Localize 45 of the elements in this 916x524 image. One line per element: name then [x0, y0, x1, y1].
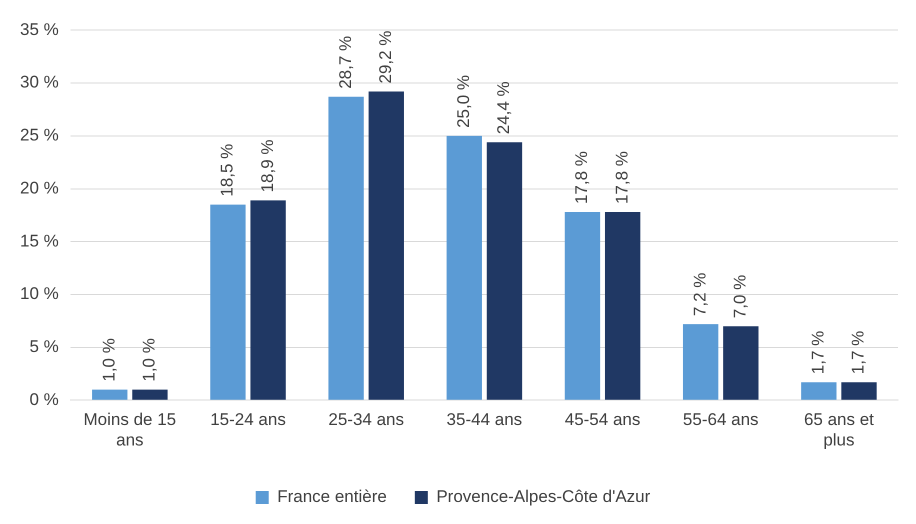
data-label: 18,5 %: [218, 144, 237, 197]
bar: [446, 136, 482, 400]
y-tick-label: 0 %: [29, 390, 59, 409]
bar: [210, 204, 246, 400]
bar: [564, 212, 600, 400]
data-label: 7,0 %: [730, 274, 750, 318]
y-tick-label: 15 %: [20, 231, 59, 250]
data-label: 28,7 %: [336, 36, 355, 89]
bar: [682, 324, 718, 400]
y-tick-label: 30 %: [20, 72, 59, 92]
x-tick-label: 25-34 ans: [328, 410, 404, 430]
y-tick-label: 5 %: [29, 337, 59, 356]
bar: [368, 92, 404, 400]
bar: [328, 96, 364, 400]
x-tick-label: 65 ans et plus: [804, 410, 874, 450]
x-tick-label: 15-24 ans: [210, 410, 286, 430]
x-tick-label: 55-64 ans: [682, 410, 759, 430]
data-label: 24,4 %: [494, 81, 514, 134]
bar: [132, 390, 168, 400]
data-label: 25,0 %: [454, 74, 473, 128]
bar: [250, 200, 286, 400]
bar: [604, 212, 640, 400]
y-tick-label: 10 %: [20, 284, 59, 304]
data-label: 18,9 %: [258, 139, 277, 192]
bar: [92, 390, 128, 400]
x-tick-label: 45-54 ans: [564, 410, 640, 430]
y-tick-label: 35 %: [20, 20, 59, 39]
data-label: 7,2 %: [690, 272, 710, 316]
legend-label: France entière: [277, 487, 387, 506]
data-label: 17,8 %: [572, 151, 592, 204]
legend-label: Provence-Alpes-Côte d'Azur: [436, 487, 651, 506]
y-tick-label: 20 %: [20, 178, 59, 198]
data-label: 1,7 %: [848, 330, 868, 374]
data-label: 29,2 %: [376, 30, 395, 84]
x-tick-label: Moins de 15 ans: [84, 410, 176, 450]
data-label: 1,0 %: [140, 338, 159, 382]
data-label: 1,0 %: [99, 338, 118, 382]
data-label: 17,8 %: [612, 151, 632, 204]
data-label: 1,7 %: [808, 330, 828, 374]
bar: [486, 142, 522, 400]
bar: [801, 382, 836, 400]
x-tick-label: 35-44 ans: [446, 410, 522, 430]
bar: [723, 326, 758, 400]
y-tick-label: 25 %: [20, 126, 59, 145]
bar: [841, 382, 877, 400]
